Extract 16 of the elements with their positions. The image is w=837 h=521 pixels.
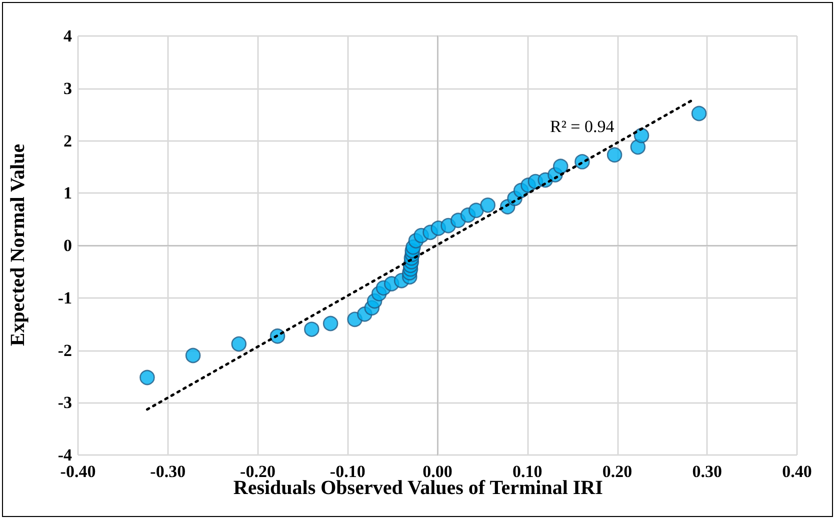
annotation: R² = 0.94 <box>550 117 615 136</box>
x-tick-label: 0.20 <box>602 462 632 481</box>
y-tick-label: 4 <box>64 26 72 46</box>
y-tick-label: 3 <box>64 78 72 98</box>
x-tick-label: -0.40 <box>60 462 96 481</box>
y-tick-label: -1 <box>58 288 72 308</box>
y-tick-label: -2 <box>58 340 72 360</box>
y-tick-label: 0 <box>64 236 72 255</box>
x-tick-label: 0.30 <box>692 462 722 481</box>
y-tick-label: 2 <box>64 131 72 150</box>
y-tick-label: -4 <box>58 446 72 464</box>
x-tick-label: -0.30 <box>150 462 186 481</box>
y-tick-label: -3 <box>58 393 72 412</box>
y-tick-label: 1 <box>64 184 72 203</box>
x-tick-label: 0.40 <box>782 462 812 481</box>
y-axis-title: Expected Normal Value <box>7 144 29 346</box>
